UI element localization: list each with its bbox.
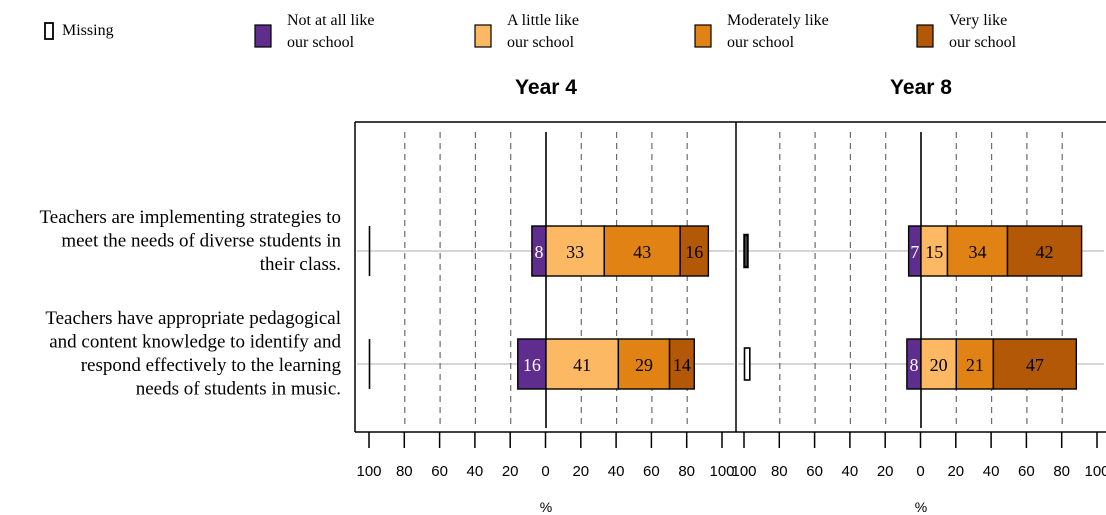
category-label: Teachers are implementing strategies to (40, 207, 342, 228)
legend-swatch (694, 24, 712, 48)
bar-segment (946, 225, 1009, 277)
bar-segment (517, 338, 547, 390)
data-label: 41 (573, 355, 591, 375)
tick-label: 80 (396, 463, 413, 480)
bars: 8 33 43 16 16 41 29 14 7 15 34 42 8 20 21 47 (368, 225, 1083, 390)
bar-segment (545, 225, 605, 277)
tick-label: 80 (678, 463, 695, 480)
tick-label: 60 (1018, 463, 1035, 480)
category-label: and content knowledge to identify and (49, 332, 341, 353)
tick-label: 60 (431, 463, 448, 480)
category-label: meet the needs of diverse students in (61, 231, 341, 252)
data-label: 43 (633, 242, 651, 262)
x-axis-label: % (540, 499, 552, 515)
missing-bar (743, 233, 749, 269)
tick-label: 100 (709, 463, 734, 480)
legend-label: Not at all like (287, 12, 375, 29)
data-label: 42 (1036, 242, 1054, 262)
tick-label: 60 (643, 463, 660, 480)
data-label: 16 (685, 242, 703, 262)
tick-label: 100 (1084, 463, 1106, 480)
tick-label: 20 (572, 463, 589, 480)
data-label: 47 (1026, 355, 1044, 375)
bar-segment (617, 338, 671, 390)
tick-label: 80 (1053, 463, 1070, 480)
data-label: 21 (966, 355, 984, 375)
tick-label: 20 (947, 463, 964, 480)
tick-label: 60 (806, 463, 823, 480)
legend-item: Missing (44, 22, 114, 40)
tick-label: 40 (983, 463, 1000, 480)
data-label: 33 (566, 242, 584, 262)
legend-swatch (916, 24, 934, 48)
data-label: 20 (930, 355, 948, 375)
data-label: 34 (968, 242, 986, 262)
data-label: 29 (635, 355, 653, 375)
category-label: their class. (260, 254, 341, 275)
legend-label: A little like (507, 12, 579, 29)
tick-label: 40 (608, 463, 625, 480)
x-axis: 100 80 60 40 20 0 20 40 60 80 100% 100 80 60 40 20 0 20 40… (356, 432, 1106, 515)
tick-label: 100 (356, 463, 381, 480)
legend-swatch (254, 24, 272, 48)
bar-segment (679, 225, 710, 277)
panel-titles: Year 4 Year 8 (515, 76, 952, 99)
data-label: 8 (534, 242, 543, 262)
tick-label: 80 (771, 463, 788, 480)
bar-segment (668, 338, 695, 390)
data-label: 14 (673, 355, 691, 375)
tick-label: 100 (731, 463, 756, 480)
legend-item: A little like our school (474, 12, 579, 51)
legend-label: Moderately like (727, 12, 829, 29)
tick-label: 40 (842, 463, 859, 480)
legend-label: our school (507, 34, 575, 51)
bar-segment (920, 225, 949, 277)
category-label: Teachers have appropriate pedagogical (45, 308, 341, 329)
tick-label: 0 (541, 463, 549, 480)
legend-item: Not at all like our school (254, 12, 375, 51)
tick-label: 0 (916, 463, 924, 480)
x-axis-label: % (915, 499, 927, 515)
category-label: needs of students in music. (136, 379, 341, 400)
legend-label: Missing (62, 22, 114, 39)
data-label: 7 (910, 242, 919, 262)
legend-item: Moderately like our school (694, 12, 829, 51)
legend-label: our school (727, 34, 795, 51)
panel-title: Year 8 (890, 76, 952, 99)
legend-label: our school (949, 34, 1017, 51)
legend-swatch (44, 22, 54, 40)
plot-frame (354, 121, 1106, 433)
data-label: 15 (925, 242, 943, 262)
legend-label: our school (287, 34, 355, 51)
category-label: respond effectively to the learning (81, 355, 342, 376)
bar-segment (1006, 225, 1083, 277)
tick-label: 20 (502, 463, 519, 480)
data-label: 16 (523, 355, 541, 375)
tick-label: 20 (877, 463, 894, 480)
tick-label: 40 (467, 463, 484, 480)
missing-bar (743, 347, 751, 381)
legend-swatch (474, 24, 492, 48)
legend-item: Very like our school (916, 12, 1017, 51)
legend-label: Very like (949, 12, 1007, 29)
data-label: 8 (909, 355, 918, 375)
panel-title: Year 4 (515, 76, 577, 99)
category-labels: Teachers are implementing strategies to m… (40, 207, 342, 400)
bar-segment (992, 338, 1078, 390)
bar-segment (545, 338, 620, 390)
bar-segment (955, 338, 995, 390)
